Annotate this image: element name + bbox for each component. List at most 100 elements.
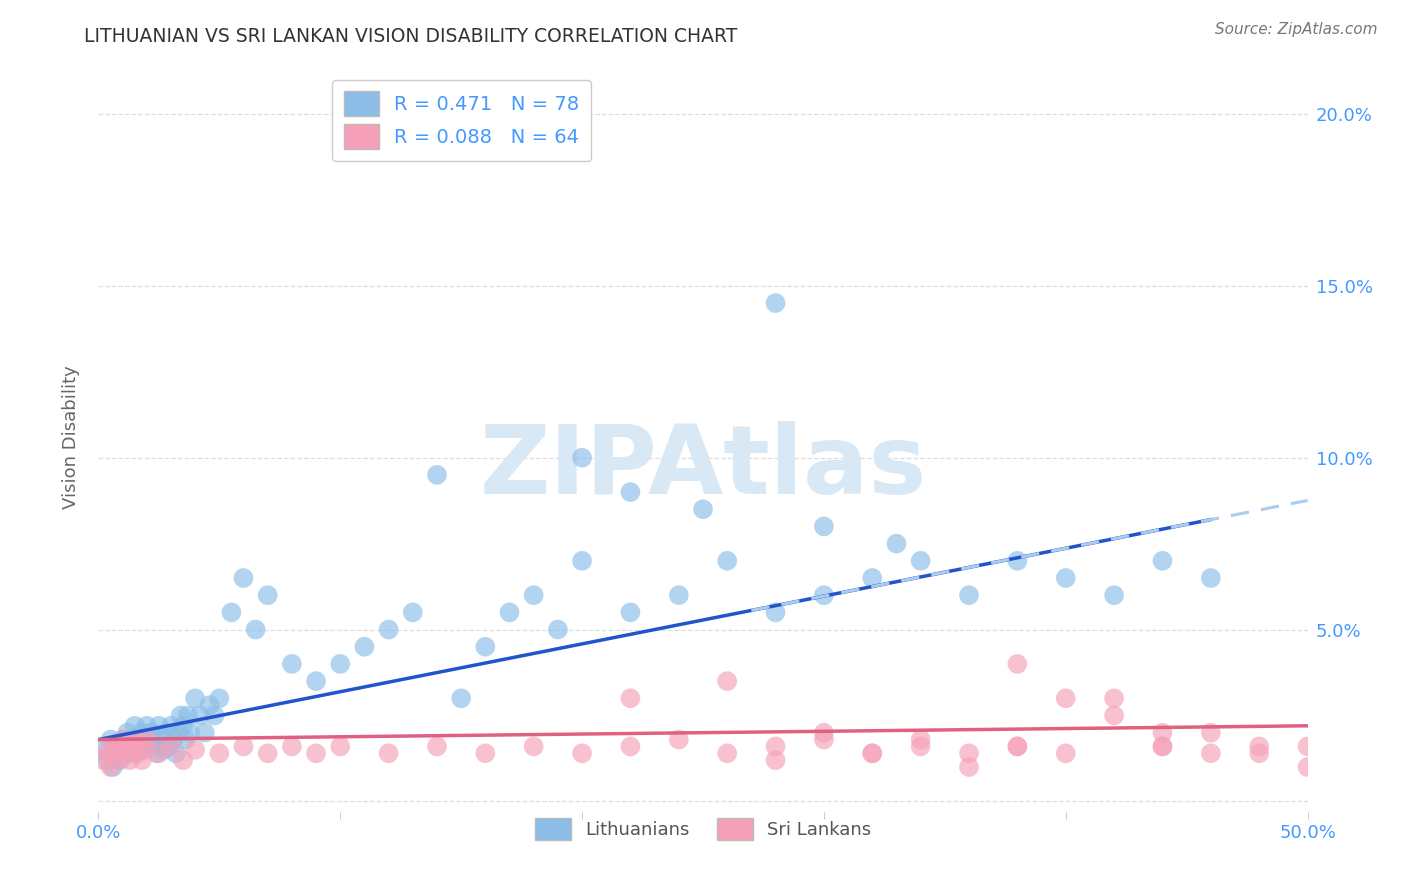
Point (910, 554, 932, 568)
Point (150, 732, 173, 747)
Point (108, 753, 131, 767)
Point (1102, 708, 1125, 723)
Point (305, 674, 328, 689)
Point (1054, 691, 1077, 706)
Point (619, 606, 641, 620)
Point (157, 739, 180, 754)
Point (114, 743, 136, 757)
Point (813, 588, 835, 602)
Point (377, 746, 399, 760)
Point (232, 739, 254, 754)
Point (498, 606, 520, 620)
Point (474, 640, 496, 654)
Point (523, 588, 546, 602)
Point (104, 739, 127, 754)
Point (426, 739, 449, 754)
Point (117, 739, 139, 754)
Point (813, 732, 835, 747)
Point (91, 753, 114, 767)
Point (128, 739, 150, 754)
Point (1199, 725, 1222, 739)
Point (177, 708, 200, 723)
Point (281, 657, 304, 671)
Point (91, 743, 114, 757)
Point (1249, 739, 1271, 754)
Point (523, 739, 546, 754)
Point (305, 746, 328, 760)
Point (1152, 739, 1174, 754)
Point (957, 746, 980, 760)
Point (619, 739, 641, 754)
Point (174, 732, 197, 747)
Point (765, 753, 787, 767)
Point (450, 691, 472, 706)
Point (131, 725, 153, 739)
Point (97, 753, 120, 767)
Point (135, 732, 157, 747)
Point (117, 725, 139, 739)
Point (886, 536, 908, 550)
Point (108, 743, 131, 757)
Point (957, 588, 980, 602)
Point (160, 739, 183, 754)
Point (184, 691, 207, 706)
Point (910, 732, 932, 747)
Point (256, 746, 278, 760)
Point (1007, 739, 1029, 754)
Point (127, 746, 149, 760)
Point (141, 725, 163, 739)
Point (124, 732, 146, 747)
Point (172, 719, 194, 733)
Point (716, 674, 738, 689)
Point (1152, 739, 1174, 754)
Point (184, 743, 207, 757)
Point (167, 725, 190, 739)
Point (107, 753, 129, 767)
Point (160, 719, 183, 733)
Point (571, 450, 593, 465)
Point (281, 739, 304, 754)
Point (128, 743, 150, 757)
Point (111, 732, 134, 747)
Point (245, 623, 267, 637)
Point (426, 467, 449, 482)
Point (104, 746, 127, 760)
Point (716, 746, 738, 760)
Point (765, 296, 787, 310)
Point (145, 746, 167, 760)
Point (143, 739, 166, 754)
Point (134, 743, 156, 757)
Point (221, 606, 243, 620)
Point (101, 746, 124, 760)
Point (571, 746, 593, 760)
Point (1199, 571, 1222, 585)
Legend: Lithuanians, Sri Lankans: Lithuanians, Sri Lankans (527, 811, 879, 847)
Point (547, 623, 569, 637)
Point (668, 732, 690, 747)
Point (188, 708, 211, 723)
Point (1102, 588, 1125, 602)
Point (1296, 739, 1319, 754)
Point (813, 725, 835, 739)
Point (134, 739, 156, 754)
Point (194, 725, 217, 739)
Point (329, 657, 352, 671)
Point (619, 691, 641, 706)
Point (692, 502, 714, 516)
Point (111, 732, 134, 747)
Text: LITHUANIAN VS SRI LANKAN VISION DISABILITY CORRELATION CHART: LITHUANIAN VS SRI LANKAN VISION DISABILI… (84, 27, 738, 45)
Point (668, 588, 690, 602)
Point (765, 739, 787, 754)
Point (100, 760, 122, 774)
Point (204, 708, 226, 723)
Point (353, 640, 375, 654)
Point (179, 725, 201, 739)
Text: ZIPAtlas: ZIPAtlas (479, 420, 927, 514)
Point (152, 743, 174, 757)
Point (148, 746, 170, 760)
Point (1152, 554, 1174, 568)
Point (474, 746, 496, 760)
Point (571, 554, 593, 568)
Point (402, 606, 425, 620)
Point (1007, 657, 1029, 671)
